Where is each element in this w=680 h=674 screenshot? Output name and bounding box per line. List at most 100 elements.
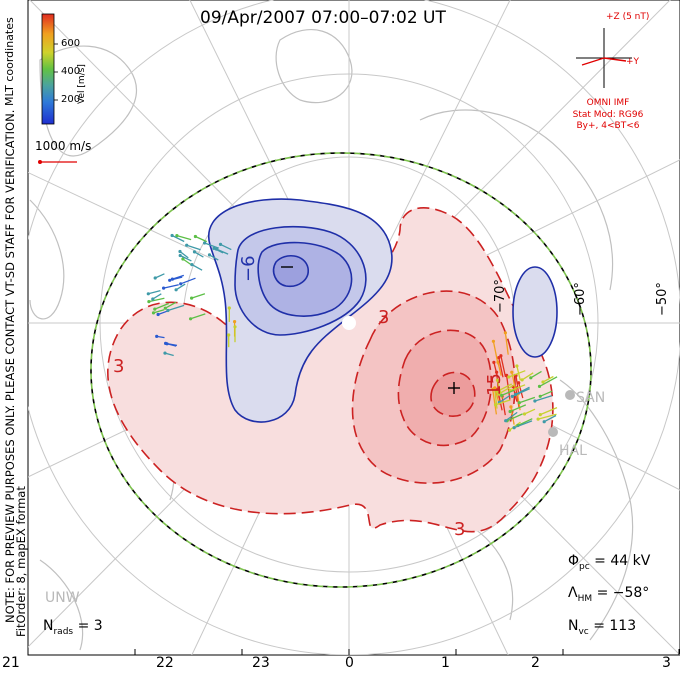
- mlt-label-22: 22: [156, 655, 174, 671]
- velocity-vector: [517, 418, 533, 427]
- velocity-vector: [524, 408, 536, 415]
- velocity-vector-origin: [207, 253, 212, 257]
- velocity-vector-origin: [162, 286, 166, 290]
- stat-phi-pc: Φpc = 44 kV: [568, 553, 651, 572]
- velocity-vector: [543, 414, 557, 423]
- velocity-vector-origin: [541, 380, 545, 384]
- imf-z-label: +Z (5 nT): [606, 12, 650, 22]
- velocity-vector-origin: [507, 375, 511, 379]
- hm-boundary-green: [90, 152, 592, 588]
- velocity-vector: [540, 407, 558, 416]
- contour-label-15: 15: [484, 373, 505, 396]
- velocity-vector-origin: [522, 412, 527, 416]
- velocity-vector: [504, 332, 509, 355]
- velocity-vector: [508, 370, 526, 378]
- velocity-vector: [498, 384, 515, 395]
- mlt-label-0: 0: [345, 655, 354, 671]
- velocity-vector-origin: [509, 405, 513, 409]
- latitude-label-70: −70°: [493, 279, 508, 313]
- velocity-vector: [213, 247, 224, 254]
- velocity-vector-origin: [520, 378, 524, 382]
- site-label-hal: HAL: [559, 443, 587, 459]
- velocity-vector: [497, 362, 502, 376]
- velocity-vector: [492, 341, 499, 365]
- velocity-vector: [164, 301, 177, 309]
- velocity-vector-origin: [510, 370, 514, 374]
- velocity-vector-origin: [151, 297, 155, 301]
- velocity-vector-origin: [499, 354, 503, 358]
- velocity-vector: [209, 254, 219, 261]
- colorbar-label: Vel [m/s]: [77, 64, 87, 104]
- velocity-vector-origin: [155, 334, 159, 338]
- velocity-vector-origin: [179, 282, 183, 286]
- plot-title: 09/Apr/2007 07:00–07:02 UT: [200, 8, 446, 28]
- velocity-vector: [501, 389, 515, 397]
- velocity-vector-origin: [164, 341, 168, 345]
- velocity-vector-origin: [517, 381, 521, 385]
- velocity-vector-origin: [189, 317, 193, 321]
- velocity-vector: [179, 250, 189, 259]
- velocity-vector: [498, 357, 504, 378]
- velocity-vector: [513, 420, 533, 429]
- velocity-vector-origin: [505, 373, 509, 377]
- velocity-vector-origin: [529, 376, 533, 380]
- velocity-vector-origin: [170, 233, 174, 238]
- velocity-vector-origin: [168, 278, 172, 282]
- stat-lambda-hm: ΛHM = −58°: [568, 585, 650, 604]
- stat-n-rads: Nrads = 3: [43, 618, 103, 637]
- velocity-vector-origin: [492, 360, 496, 364]
- velocity-vector: [153, 309, 165, 314]
- velocity-vector: [195, 235, 208, 243]
- velocity-vector: [493, 362, 498, 377]
- imf-y-label: +Y: [626, 57, 640, 67]
- velocity-vector-origin: [227, 306, 231, 310]
- velocity-vector-origin: [227, 333, 231, 337]
- velocity-vector-origin: [493, 386, 497, 390]
- velocity-vector-origin: [192, 250, 197, 254]
- velocity-vector: [539, 376, 558, 387]
- velocity-vector: [509, 384, 526, 392]
- velocity-vector-origin: [153, 276, 157, 280]
- velocity-vector-origin: [495, 378, 499, 382]
- velocity-vector-origin: [203, 241, 207, 245]
- velocity-vector: [542, 375, 554, 383]
- velocity-vector-origin: [233, 320, 237, 324]
- velocity-vector-origin: [503, 331, 507, 335]
- velocity-vector-origin: [153, 307, 157, 311]
- velocity-vector-origin: [504, 419, 508, 423]
- velocity-vector: [534, 395, 552, 402]
- velocity-vector: [165, 342, 178, 347]
- velocity-vector: [499, 395, 510, 403]
- velocity-vector-origin: [156, 312, 160, 317]
- velocity-vector: [190, 313, 206, 320]
- velocity-vector-origin: [147, 300, 151, 304]
- velocity-vector-origin: [507, 428, 512, 432]
- reference-vector-arrow: [38, 160, 77, 164]
- velocity-vector-origin: [537, 384, 542, 388]
- velocity-vector-origin: [178, 253, 182, 258]
- imf-model: Stat Mod: RG96: [572, 110, 644, 120]
- velocity-vector-origin: [533, 399, 537, 403]
- velocity-vector: [495, 399, 511, 406]
- mlt-label-3: 3: [662, 655, 671, 671]
- velocity-vector: [515, 375, 520, 396]
- velocity-vector-origin: [218, 242, 223, 246]
- velocity-vector-origin: [174, 288, 178, 292]
- velocity-vector: [496, 383, 512, 392]
- velocity-vector-origin: [508, 409, 512, 414]
- imf-dial: [576, 28, 632, 88]
- velocity-vector-origin: [497, 392, 501, 396]
- stat-n-vc: Nvc = 113: [568, 618, 637, 637]
- velocity-vector: [148, 297, 165, 303]
- velocity-vector: [167, 304, 185, 312]
- velocity-vector-origin: [536, 417, 540, 421]
- velocity-vector-origin: [163, 306, 167, 310]
- velocity-vector-origin: [513, 392, 518, 397]
- coordinates-label: MLT coordinates: [3, 17, 16, 106]
- site-label-unw: UNW: [45, 590, 80, 606]
- negative-cell-dawn: [512, 266, 558, 358]
- mlt-label-1: 1: [441, 655, 450, 671]
- velocity-vector-origin: [193, 234, 197, 239]
- imf-source: OMNI IMF: [586, 98, 630, 108]
